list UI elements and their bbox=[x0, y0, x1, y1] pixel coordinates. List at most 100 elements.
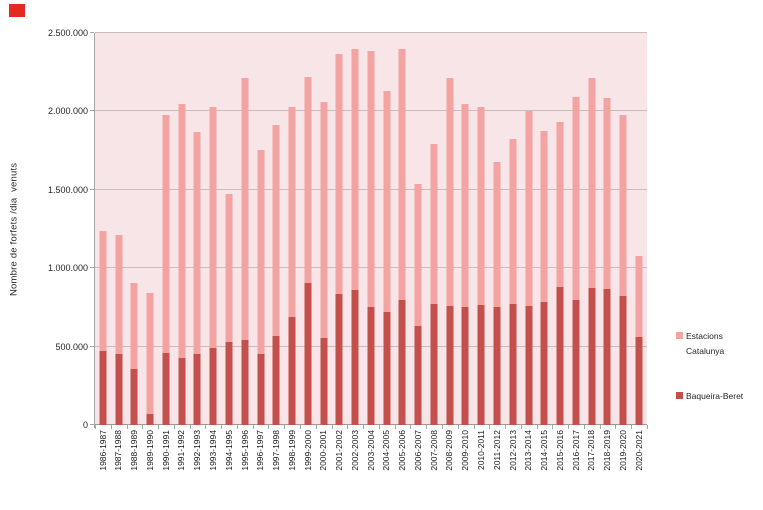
x-tick-mark bbox=[394, 425, 396, 429]
x-label-cell: 1994-1995 bbox=[221, 430, 237, 494]
bar-group-2018-2019 bbox=[600, 33, 616, 425]
bar-estacions-catalunya-1986-1987 bbox=[99, 231, 107, 425]
bar-group-1993-1994 bbox=[205, 33, 221, 425]
bar-estacions-catalunya-1993-1994 bbox=[209, 106, 217, 425]
bar-baqueira-beret-1992-1993 bbox=[193, 353, 201, 425]
bar-baqueira-beret-2010-2011 bbox=[477, 305, 485, 425]
legend-item-estacions-catalunya: Estacions Catalunya bbox=[676, 329, 758, 359]
x-label-cell: 1998-1999 bbox=[284, 430, 300, 494]
x-tick-mark bbox=[189, 425, 191, 429]
x-tick-label-2007-2008: 2007-2008 bbox=[428, 430, 439, 471]
x-tick-label-1993-1994: 1993-1994 bbox=[207, 430, 218, 471]
x-tick-mark bbox=[536, 425, 538, 429]
x-tick-label-2011-2012: 2011-2012 bbox=[491, 430, 502, 471]
x-label-cell: 2010-2011 bbox=[473, 430, 489, 494]
x-label-cell: 1996-1997 bbox=[253, 430, 269, 494]
bar-baqueira-beret-1998-1999 bbox=[288, 316, 296, 425]
bar-group-1991-1992 bbox=[174, 33, 190, 425]
bar-estacions-catalunya-1989-1990 bbox=[146, 293, 154, 425]
bar-baqueira-beret-2001-2002 bbox=[335, 294, 343, 425]
bar-estacions-catalunya-1987-1988 bbox=[115, 235, 123, 425]
bar-estacions-catalunya-2019-2020 bbox=[619, 114, 627, 425]
x-label-cell: 2000-2001 bbox=[316, 430, 332, 494]
bar-group-1986-1987 bbox=[95, 33, 111, 425]
bar-group-2014-2015 bbox=[536, 33, 552, 425]
x-tick-mark bbox=[331, 425, 333, 429]
x-tick-label-2008-2009: 2008-2009 bbox=[444, 430, 455, 471]
bar-baqueira-beret-2002-2003 bbox=[351, 290, 359, 425]
x-tick-label-1999-2000: 1999-2000 bbox=[302, 430, 313, 471]
bar-series-container bbox=[95, 33, 647, 425]
x-tick-mark bbox=[599, 425, 601, 429]
x-label-cell: 1992-1993 bbox=[190, 430, 206, 494]
x-tick-mark bbox=[457, 425, 459, 429]
bar-baqueira-beret-1996-1997 bbox=[257, 353, 265, 425]
bar-estacions-catalunya-2010-2011 bbox=[477, 106, 485, 425]
x-tick-mark bbox=[126, 425, 128, 429]
bar-group-2011-2012 bbox=[489, 33, 505, 425]
x-tick-mark bbox=[221, 425, 223, 429]
x-tick-label-2010-2011: 2010-2011 bbox=[476, 430, 486, 471]
x-tick-mark bbox=[615, 425, 617, 429]
x-label-cell: 2002-2003 bbox=[347, 430, 363, 494]
x-label-cell: 1995-1996 bbox=[237, 430, 253, 494]
bar-estacions-catalunya-2005-2006 bbox=[398, 49, 406, 425]
x-tick-label-2020-2021: 2020-2021 bbox=[633, 430, 644, 471]
bar-estacions-catalunya-1996-1997 bbox=[257, 149, 265, 425]
bar-group-1989-1990 bbox=[142, 33, 158, 425]
x-tick-label-1986-1987: 1986-1987 bbox=[97, 430, 108, 471]
x-label-cell: 2019-2020 bbox=[615, 430, 631, 494]
x-tick-label-1992-1993: 1992-1993 bbox=[192, 430, 203, 471]
bar-group-1990-1991 bbox=[158, 33, 174, 425]
bar-estacions-catalunya-1988-1989 bbox=[130, 283, 138, 425]
bar-estacions-catalunya-2013-2014 bbox=[525, 111, 533, 425]
x-label-cell: 2015-2016 bbox=[552, 430, 568, 494]
x-tick-label-2016-2017: 2016-2017 bbox=[570, 430, 581, 471]
x-tick-mark bbox=[568, 425, 570, 429]
bar-baqueira-beret-1997-1998 bbox=[272, 335, 280, 425]
bar-group-1999-2000 bbox=[300, 33, 316, 425]
x-tick-mark bbox=[631, 425, 633, 429]
bar-group-1994-1995 bbox=[221, 33, 237, 425]
y-tick-mark bbox=[90, 32, 94, 33]
bar-estacions-catalunya-1994-1995 bbox=[225, 193, 233, 425]
x-tick-mark bbox=[489, 425, 491, 429]
x-tick-mark bbox=[552, 425, 554, 429]
bar-group-2017-2018 bbox=[584, 33, 600, 425]
x-tick-label-2002-2003: 2002-2003 bbox=[349, 430, 360, 471]
bar-estacions-catalunya-2000-2001 bbox=[320, 102, 328, 425]
x-tick-label-2013-2014: 2013-2014 bbox=[523, 430, 534, 471]
bar-baqueira-beret-2008-2009 bbox=[446, 305, 454, 425]
bar-baqueira-beret-1990-1991 bbox=[162, 352, 170, 425]
bar-baqueira-beret-2012-2013 bbox=[509, 304, 517, 425]
x-label-cell: 1991-1992 bbox=[174, 430, 190, 494]
x-label-cell: 1987-1988 bbox=[111, 430, 127, 494]
bar-baqueira-beret-1986-1987 bbox=[99, 351, 107, 425]
bar-baqueira-beret-2019-2020 bbox=[619, 296, 627, 425]
x-tick-mark bbox=[252, 425, 254, 429]
y-tick-label-1.500.000: 1.500.000 bbox=[47, 184, 88, 195]
bar-baqueira-beret-2017-2018 bbox=[588, 287, 596, 425]
legend-item-baqueira-beret: Baqueira-Beret bbox=[676, 389, 758, 404]
x-tick-mark bbox=[441, 425, 443, 429]
x-tick-label-2006-2007: 2006-2007 bbox=[412, 430, 423, 471]
x-tick-label-2019-2020: 2019-2020 bbox=[617, 430, 628, 471]
bar-baqueira-beret-2005-2006 bbox=[398, 300, 406, 425]
x-label-cell: 2001-2002 bbox=[331, 430, 347, 494]
x-tick-label-2004-2005: 2004-2005 bbox=[381, 430, 392, 471]
bar-baqueira-beret-2015-2016 bbox=[556, 287, 564, 425]
x-tick-label-2001-2002: 2001-2002 bbox=[334, 430, 345, 471]
x-tick-mark bbox=[268, 425, 270, 429]
bar-baqueira-beret-2014-2015 bbox=[540, 301, 548, 425]
x-label-cell: 2006-2007 bbox=[410, 430, 426, 494]
x-tick-mark bbox=[284, 425, 286, 429]
x-tick-mark bbox=[583, 425, 585, 429]
y-tick-mark bbox=[90, 267, 94, 269]
bar-estacions-catalunya-2006-2007 bbox=[414, 183, 422, 425]
bar-estacions-catalunya-1990-1991 bbox=[162, 114, 170, 425]
x-label-cell: 2007-2008 bbox=[426, 430, 442, 494]
bar-group-2016-2017 bbox=[568, 33, 584, 425]
legend-swatch-estacions-catalunya bbox=[676, 332, 683, 339]
bar-estacions-catalunya-2018-2019 bbox=[603, 98, 611, 425]
